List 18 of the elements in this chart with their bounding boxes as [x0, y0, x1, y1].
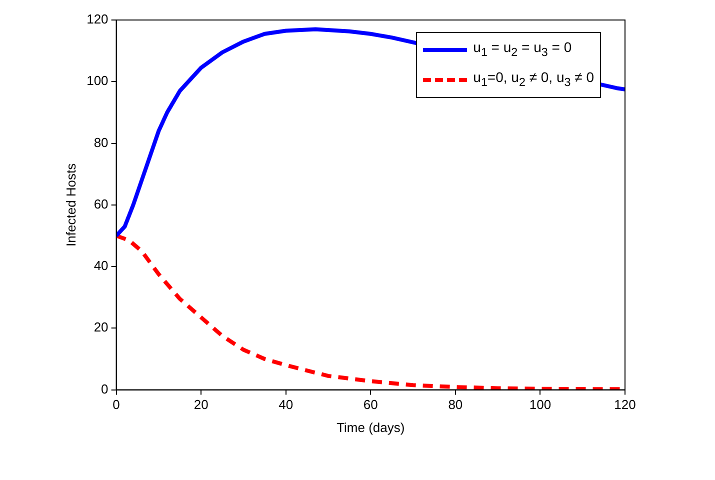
legend-label: u$_{1}$ = u$_{2}$ = u$_{3}$ = 0	[473, 38, 572, 61]
y-tick-label: 0	[101, 381, 108, 396]
y-tick-label: 40	[94, 258, 108, 274]
y-axis-title: Infected Hosts	[63, 162, 78, 246]
y-tick-label: 60	[94, 196, 108, 212]
x-tick-label: 80	[448, 397, 463, 412]
legend-label: u$_{1}$=0, u$_{2}$ ≠ 0, u$_{3}$ ≠ 0	[473, 68, 594, 91]
x-tick-label: 0	[112, 397, 120, 412]
x-tick-label: 40	[278, 397, 294, 412]
y-tick-label: 100	[86, 73, 108, 88]
y-tick-label: 80	[94, 134, 108, 150]
x-tick-label: 100	[529, 397, 552, 412]
x-axis-title: Time (days)	[336, 420, 405, 435]
x-tick-label: 60	[363, 397, 378, 412]
y-tick-label: 20	[94, 320, 108, 335]
x-tick-label: 120	[614, 397, 636, 412]
y-tick-label: 120	[86, 12, 108, 27]
x-tick-label: 20	[194, 397, 208, 412]
